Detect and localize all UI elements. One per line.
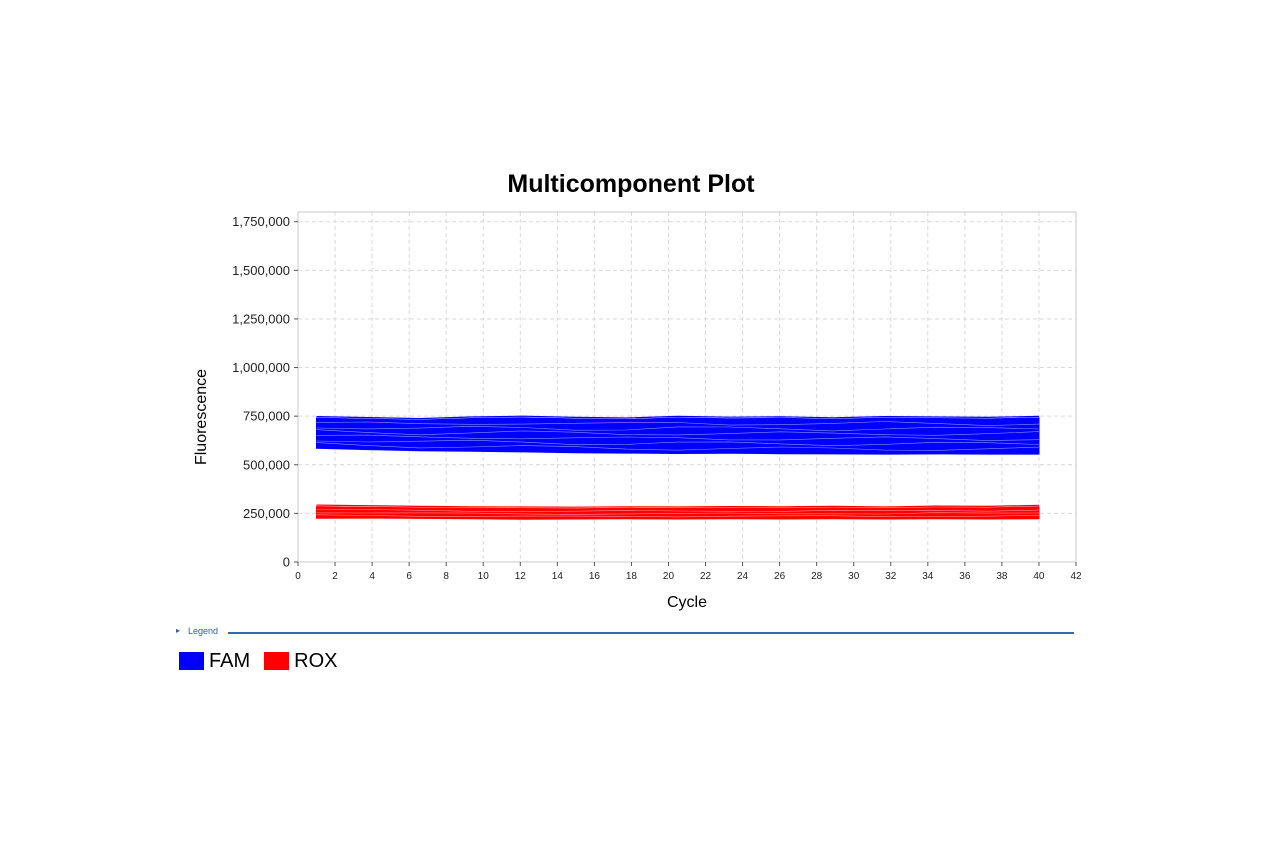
- x-tick-label: 20: [663, 571, 675, 582]
- x-tick-label: 0: [295, 571, 301, 582]
- y-axis-label: Fluorescence: [193, 369, 210, 465]
- y-tick-label: 1,000,000: [232, 360, 290, 375]
- y-tick-label: 250,000: [243, 506, 290, 521]
- series-trace-fam: [316, 434, 1040, 441]
- x-tick-label: 18: [626, 571, 638, 582]
- plot-axes: 0 2 4 6 8 10 12 14 16 18 20 22 24 26 28 30 32 34 36 38 40 420…: [232, 214, 1082, 582]
- y-tick-label: 1,750,000: [232, 214, 290, 229]
- y-tick-label: 0: [283, 555, 290, 570]
- series-trace-fam: [316, 421, 1040, 426]
- legend-item-rox: ROX: [264, 650, 337, 673]
- legend-label-fam: FAM: [209, 649, 251, 672]
- series-trace-fam: [316, 442, 1040, 451]
- x-tick-label: 38: [996, 571, 1008, 582]
- legend: FAM ROX: [179, 648, 351, 674]
- x-tick-label: 24: [737, 571, 749, 582]
- series-trace-fam: [316, 429, 1040, 436]
- x-tick-label: 8: [443, 571, 449, 582]
- x-axis-label: Cycle: [667, 594, 707, 611]
- x-tick-label: 32: [885, 571, 897, 582]
- chart-title: Multicomponent Plot: [507, 170, 755, 198]
- legend-header[interactable]: ▸ Legend: [176, 624, 1074, 640]
- legend-collapse-icon[interactable]: ▸: [176, 626, 181, 635]
- series-trace-fam: [316, 439, 1040, 447]
- y-tick-label: 1,250,000: [232, 311, 290, 326]
- series-fam: [316, 415, 1040, 455]
- x-tick-label: 16: [589, 571, 601, 582]
- y-tick-label: 1,500,000: [232, 263, 290, 278]
- x-tick-label: 36: [959, 571, 971, 582]
- series-trace-rox: [316, 514, 1040, 518]
- series-trace-rox: [316, 509, 1040, 513]
- legend-label-rox: ROX: [294, 649, 338, 672]
- plot-series: [316, 415, 1040, 520]
- x-tick-label: 10: [478, 571, 490, 582]
- x-tick-label: 12: [515, 571, 527, 582]
- series-trace-fam: [316, 425, 1040, 432]
- series-edge-rox: [316, 504, 1040, 508]
- legend-item-fam: FAM: [179, 650, 250, 673]
- legend-swatch-rox: [264, 652, 290, 670]
- x-tick-label: 6: [406, 571, 412, 582]
- plot-area: [297, 211, 1077, 563]
- legend-swatch-fam: [179, 652, 204, 670]
- series-rox: [316, 504, 1040, 520]
- series-edge-fam: [316, 415, 1040, 420]
- x-tick-label: 2: [332, 571, 338, 582]
- x-tick-label: 40: [1033, 571, 1045, 582]
- legend-divider: [228, 632, 1074, 634]
- x-tick-label: 34: [922, 571, 934, 582]
- x-tick-label: 42: [1070, 571, 1082, 582]
- x-tick-label: 4: [369, 571, 375, 582]
- series-trace-rox: [316, 512, 1040, 515]
- y-tick-label: 750,000: [243, 409, 290, 424]
- x-tick-label: 14: [552, 571, 564, 582]
- x-tick-label: 30: [848, 571, 860, 582]
- x-tick-label: 22: [700, 571, 712, 582]
- y-tick-label: 500,000: [243, 457, 290, 472]
- legend-caption: Legend: [188, 626, 219, 636]
- x-tick-label: 26: [774, 571, 786, 582]
- x-tick-label: 28: [811, 571, 823, 582]
